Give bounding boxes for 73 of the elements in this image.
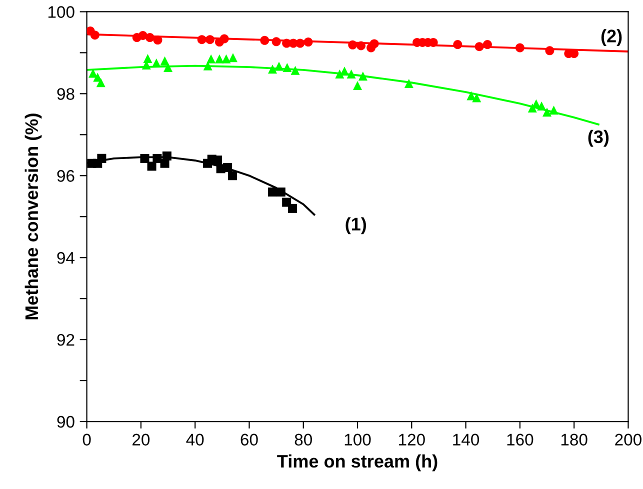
point [358,72,368,81]
y-tick-label: 94 [57,252,75,264]
point [97,154,106,163]
y-tick-label: 90 [57,416,74,428]
point [152,154,162,163]
point [222,54,231,64]
point [274,62,284,71]
x-tick-label: 20 [132,434,150,446]
point [472,93,482,102]
x-tick-label: 160 [507,434,534,446]
point [482,40,492,50]
point [228,171,237,180]
point [288,204,298,213]
y-tick-label: 92 [57,334,74,346]
x-tick-label: 60 [240,434,258,446]
y-tick-label: 98 [57,88,74,100]
point [220,34,229,44]
y-axis-title: Methane conversion (%) [24,114,42,320]
point [282,62,292,72]
point [335,70,344,79]
point [348,40,358,50]
point [214,54,224,64]
x-tick-label: 100 [344,434,371,446]
x-tick-label: 140 [453,434,480,446]
point [268,64,278,74]
point [205,35,214,44]
x-tick-label: 120 [399,434,425,446]
x-tick-label: 80 [294,434,312,446]
x-tick-label: 40 [186,434,204,446]
y-tick-label: 100 [48,6,74,18]
point [96,78,106,88]
point [370,39,379,48]
point [272,37,281,46]
x-tick-label: 180 [561,434,588,446]
point [213,156,222,165]
point [542,108,552,117]
point [197,35,206,44]
point [153,36,162,45]
point [356,41,366,50]
x-axis-title: Time on stream (h) [277,454,438,472]
point [147,162,156,171]
point [223,162,232,172]
point [90,30,100,40]
annotation: (2) [601,29,622,46]
x-tick-label: 0 [82,434,91,446]
point [162,151,172,160]
point [228,53,238,62]
point [549,106,558,115]
annotation: (1) [346,217,366,234]
point [276,188,286,197]
point [164,62,173,72]
point [545,46,554,56]
point [206,54,216,64]
point [474,42,484,52]
y-tick-label: 96 [57,170,74,182]
point [453,40,462,50]
x-tick-label: 200 [615,434,642,446]
point [140,154,150,163]
point [304,38,313,47]
annotation: (3) [588,130,609,147]
point [353,80,362,90]
point [145,33,154,42]
point [346,70,356,79]
point [296,38,305,48]
point [160,56,170,66]
point [537,101,546,110]
point [404,78,414,88]
point [260,36,270,45]
point [290,66,300,75]
point [203,61,212,70]
point [143,54,152,63]
point [515,43,524,52]
point [268,188,278,197]
